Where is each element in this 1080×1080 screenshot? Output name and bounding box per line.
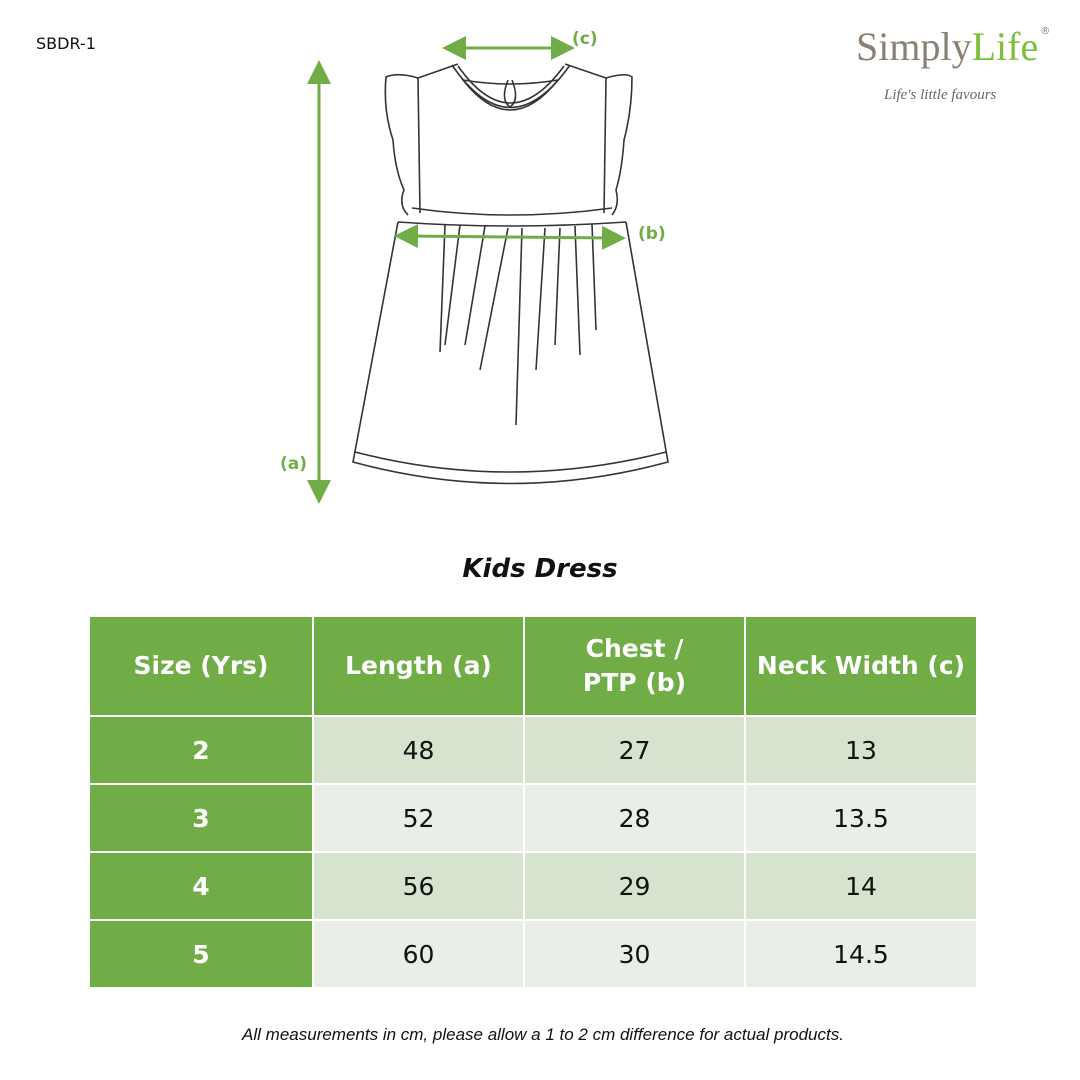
- chest-arrow: [394, 224, 626, 250]
- cell-neck: 14.5: [744, 919, 978, 989]
- cell-chest: 28: [523, 783, 746, 853]
- logo-brand-2: Life: [971, 24, 1039, 69]
- cell-size: 3: [88, 783, 314, 853]
- header-size: Size (Yrs): [88, 615, 314, 717]
- dress-diagram: [307, 36, 669, 504]
- cell-neck: 14: [744, 851, 978, 921]
- header-length: Length (a): [312, 615, 525, 717]
- label-a: (a): [280, 454, 308, 474]
- table-row: 4 56 29 14: [88, 851, 978, 921]
- chart-title: Kids Dress: [462, 554, 618, 584]
- cell-neck: 13: [744, 715, 978, 785]
- cell-chest: 29: [523, 851, 746, 921]
- cell-chest: 27: [523, 715, 746, 785]
- header-chest: Chest / PTP (b): [523, 615, 746, 717]
- table-row: 3 52 28 13.5: [88, 783, 978, 853]
- label-c: (c): [572, 29, 598, 49]
- measurement-note: All measurements in cm, please allow a 1…: [242, 1025, 844, 1044]
- dress-outline: [352, 63, 669, 485]
- cell-size: 4: [88, 851, 314, 921]
- table-row: 2 48 27 13: [88, 715, 978, 785]
- cell-size: 5: [88, 919, 314, 989]
- simplylife-logo: SimplyLife ® Life's little favours: [852, 24, 1072, 114]
- table-header-row: Size (Yrs) Length (a) Chest / PTP (b) Ne…: [88, 615, 978, 717]
- label-b: (b): [638, 224, 666, 244]
- cell-length: 56: [312, 851, 525, 921]
- cell-length: 60: [312, 919, 525, 989]
- cell-length: 52: [312, 783, 525, 853]
- cell-chest: 30: [523, 919, 746, 989]
- header-neck: Neck Width (c): [744, 615, 978, 717]
- cell-size: 2: [88, 715, 314, 785]
- cell-length: 48: [312, 715, 525, 785]
- logo-tagline: Life's little favours: [884, 87, 997, 103]
- logo-brand-1: Simply: [856, 24, 972, 69]
- product-code: SBDR-1: [36, 34, 96, 53]
- cell-neck: 13.5: [744, 783, 978, 853]
- table-row: 5 60 30 14.5: [88, 919, 978, 989]
- size-table: Size (Yrs) Length (a) Chest / PTP (b) Ne…: [88, 615, 978, 989]
- registered-mark: ®: [1040, 26, 1051, 37]
